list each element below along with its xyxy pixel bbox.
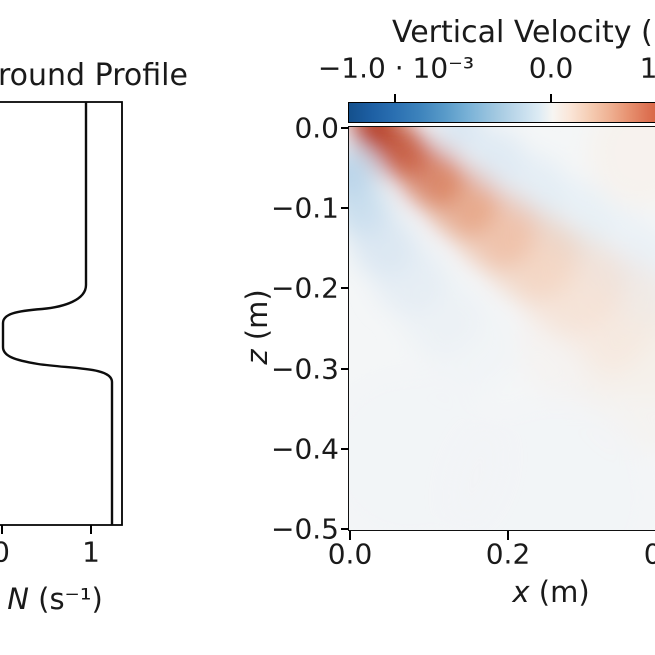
- left-xlabel: N (s⁻¹): [7, 582, 103, 616]
- ytick-mark-1: [341, 207, 349, 209]
- ytick-label-1: −0.1: [271, 191, 339, 225]
- ytick-mark-5: [341, 528, 349, 530]
- profile-curve: [1, 102, 114, 525]
- heatmap-blobs: [349, 127, 655, 530]
- right-plot-title: Vertical Velocity (m: [392, 15, 655, 50]
- xtick-label-0: 0.0: [327, 537, 373, 571]
- right-ylabel-var: z: [240, 349, 274, 365]
- xtick-label-1: 0.2: [485, 537, 531, 571]
- left-xtick-marks: [1, 525, 92, 534]
- ytick-label-2: −0.2: [271, 271, 339, 305]
- xtick-label-2: 0.4: [643, 537, 655, 571]
- ytick-label-0: 0.0: [294, 111, 339, 145]
- ytick-mark-2: [341, 287, 349, 289]
- ytick-mark-3: [341, 368, 349, 370]
- right-xlabel-unit: (m): [529, 575, 590, 609]
- left-xtick-label-1: 1: [82, 535, 100, 569]
- colorbar-label-neg: −1.0 · 10⁻³: [317, 51, 475, 85]
- ytick-label-5: −0.5: [271, 512, 339, 546]
- colorbar-gradient: [348, 102, 655, 123]
- left-plot-title: round Profile: [0, 58, 188, 93]
- xtick-mark-1: [507, 531, 509, 540]
- colorbar-label-pos: 1.0 · 10⁻³: [639, 51, 655, 85]
- heatmap-field: [349, 127, 655, 530]
- left-axes-border: [0, 101, 123, 526]
- xtick-mark-0: [349, 531, 351, 540]
- right-ylabel: z (m): [240, 289, 274, 364]
- colorbar-label-zero: 0.0: [528, 51, 574, 85]
- left-xlabel-unit: (s⁻¹): [28, 582, 103, 616]
- right-ylabel-unit: (m): [240, 289, 274, 350]
- colorbar-tick-mark-neg: [394, 94, 396, 103]
- right-xlabel: x (m): [512, 575, 589, 609]
- ytick-label-3: −0.3: [271, 352, 339, 386]
- left-xtick-label-0: 0: [0, 535, 10, 569]
- left-plot-axes-svg: [0, 101, 123, 534]
- heatmap: [348, 126, 655, 531]
- ytick-label-4: −0.4: [271, 432, 339, 466]
- ytick-mark-0: [341, 127, 349, 129]
- right-xlabel-var: x: [512, 575, 530, 609]
- left-xlabel-var: N: [7, 582, 29, 616]
- colorbar-tick-mark-zero: [550, 94, 552, 103]
- ytick-mark-4: [341, 448, 349, 450]
